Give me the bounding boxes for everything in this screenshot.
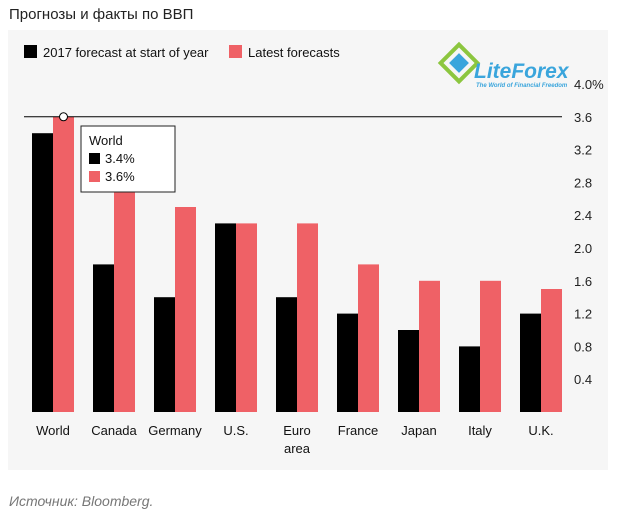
- x-tick-label: France: [338, 423, 378, 438]
- legend-swatch-latest: [229, 45, 242, 58]
- bar-latest-euro-area: [297, 223, 318, 412]
- bar-latest-italy: [480, 280, 501, 412]
- bar-latest-u-s-: [236, 223, 257, 412]
- bar-latest-france: [358, 264, 379, 412]
- bar-forecast-2017-euro-area: [276, 297, 297, 412]
- x-tick-label: Euro: [283, 423, 310, 438]
- bar-forecast-2017-france: [337, 313, 358, 412]
- y-tick-label: 3.6: [574, 110, 592, 125]
- x-tick-label: Germany: [148, 423, 202, 438]
- logo-name: LiteForex: [474, 60, 570, 83]
- reference-line: [24, 112, 562, 122]
- y-tick-label: 2.0: [574, 241, 592, 256]
- legend-swatch-forecast-2017: [24, 45, 37, 58]
- legend-label-latest: Latest forecasts: [248, 45, 340, 60]
- tooltip: World 3.4% 3.6%: [80, 125, 176, 193]
- logo-tagline: The World of Financial Freedom: [476, 83, 568, 89]
- x-tick-label: World: [36, 423, 70, 438]
- y-tick-label: 1.2: [574, 307, 592, 322]
- y-tick-label: 2.4: [574, 208, 592, 223]
- x-tick-label: Italy: [468, 423, 492, 438]
- bar-latest-germany: [175, 207, 196, 412]
- bar-forecast-2017-japan: [398, 330, 419, 412]
- bar-latest-u-k-: [541, 289, 562, 412]
- y-tick-label: 1.6: [574, 274, 592, 289]
- bar-latest-canada: [114, 190, 135, 412]
- x-tick-label: U.S.: [223, 423, 248, 438]
- bar-forecast-2017-italy: [459, 346, 480, 412]
- x-axis: World Canada Germany U.S. Euro area France Japa…: [36, 423, 554, 456]
- source-note: Источник: Bloomberg.: [9, 493, 154, 509]
- x-tick-label: area: [284, 441, 311, 456]
- logo-inner-icon: [449, 53, 469, 73]
- bar-forecast-2017-world: [32, 133, 53, 412]
- hover-marker: [59, 112, 68, 122]
- y-tick-label: 3.2: [574, 143, 592, 158]
- x-tick-label: U.K.: [528, 423, 553, 438]
- tooltip-swatch: [89, 153, 100, 164]
- tooltip-title: World: [89, 133, 123, 148]
- y-tick-label: 0.8: [574, 339, 592, 354]
- y-tick-label: 4.0%: [574, 77, 604, 92]
- bar-forecast-2017-u-k-: [520, 313, 541, 412]
- bar-latest-japan: [419, 280, 440, 412]
- y-tick-label: 2.8: [574, 175, 592, 190]
- tooltip-value: 3.4%: [105, 151, 135, 166]
- bars: [32, 116, 562, 413]
- bar-forecast-2017-germany: [154, 297, 175, 412]
- x-tick-label: Japan: [401, 423, 436, 438]
- bar-latest-world: [53, 116, 74, 413]
- bar-forecast-2017-u-s-: [215, 223, 236, 412]
- y-tick-label: 0.4: [574, 372, 592, 387]
- tooltip-swatch: [89, 171, 100, 182]
- page-title: Прогнозы и факты по ВВП: [9, 6, 194, 23]
- legend: 2017 forecast at start of year Latest for…: [24, 45, 340, 60]
- logo-diamond-icon: [437, 41, 481, 85]
- x-tick-label: Canada: [91, 423, 137, 438]
- bar-forecast-2017-canada: [93, 264, 114, 412]
- y-axis: 0.4 0.8 1.2 1.6 2.0 2.4 2.8 3.2 3.6 4.0%: [574, 77, 604, 387]
- tooltip-value: 3.6%: [105, 169, 135, 184]
- legend-label-forecast-2017: 2017 forecast at start of year: [43, 45, 209, 60]
